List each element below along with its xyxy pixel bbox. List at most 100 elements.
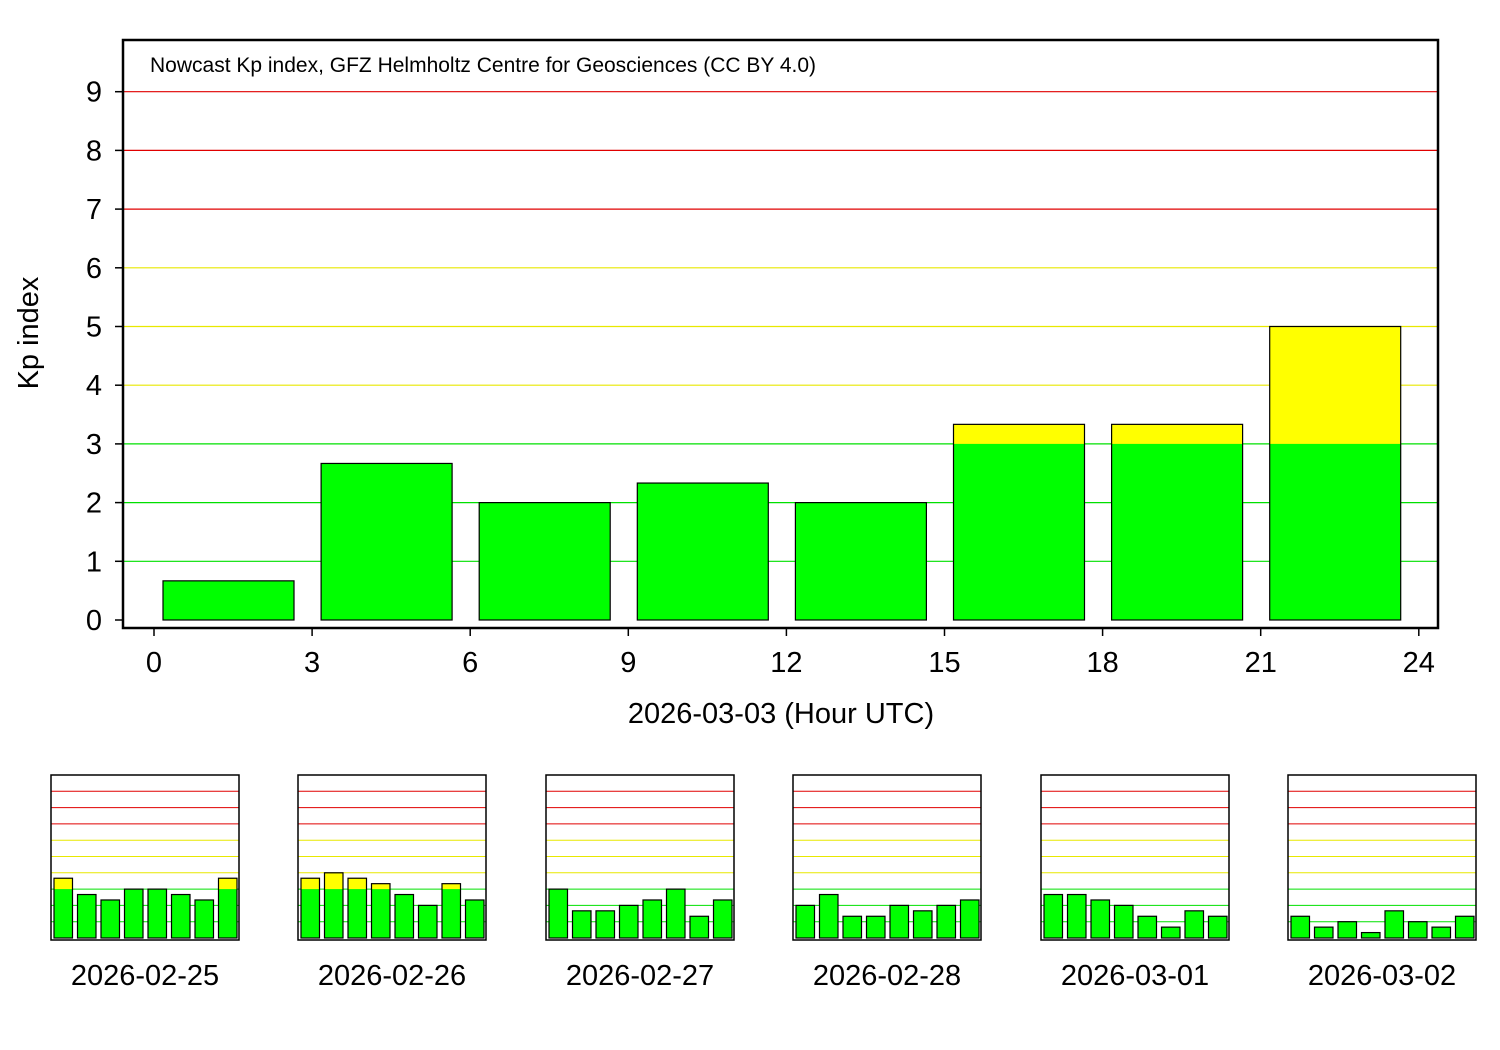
- x-tick-label: 18: [1086, 647, 1118, 679]
- bar-outline: [642, 899, 663, 939]
- bar-quiet-part: [1314, 927, 1333, 938]
- bar-outline: [1454, 915, 1475, 939]
- mini-chart-2026-03-02: 2026-03-02: [1287, 774, 1477, 992]
- bar-outline: [818, 893, 839, 939]
- mini-kp-bar: [194, 899, 215, 939]
- bar-quiet-part: [442, 889, 461, 938]
- bar-outline: [53, 877, 74, 939]
- y-tick-label: 1: [86, 546, 102, 578]
- mini-kp-bar: [665, 888, 686, 939]
- bar-outline: [300, 877, 321, 939]
- x-tick-label: 9: [620, 647, 636, 679]
- kp-bar: [1269, 325, 1402, 621]
- bar-quiet-part: [77, 894, 96, 938]
- mini-kp-bar: [1137, 915, 1158, 939]
- bar-outline: [394, 893, 415, 939]
- bar-outline: [1384, 910, 1405, 939]
- mini-kp-bar: [689, 915, 710, 939]
- bar-quiet-part: [371, 889, 390, 938]
- bar-outline: [1313, 926, 1334, 939]
- y-tick-label: 9: [86, 77, 102, 109]
- bar-outline: [1360, 931, 1381, 939]
- bar-outline: [936, 904, 957, 939]
- mini-plot-frame: [297, 774, 487, 941]
- bar-outline: [370, 883, 391, 939]
- mini-kp-bar: [53, 877, 74, 939]
- kp-bar: [162, 580, 295, 621]
- y-tick-label: 2: [86, 488, 102, 520]
- bar-active-part: [348, 878, 367, 890]
- mini-kp-bar: [170, 893, 191, 939]
- bar-quiet-part: [1291, 916, 1310, 938]
- bar-active-part: [442, 883, 461, 890]
- bar-quiet-part: [937, 905, 956, 938]
- x-tick-label: 3: [304, 647, 320, 679]
- mini-chart-2026-02-25: 2026-02-25: [50, 774, 240, 992]
- bar-outline: [1431, 926, 1452, 939]
- bar-active-part: [54, 878, 73, 890]
- x-tick-label: 12: [770, 647, 802, 679]
- mini-chart-date-label: 2026-02-27: [566, 960, 714, 992]
- bar-outline: [123, 888, 144, 939]
- bar-outline: [100, 899, 121, 939]
- y-tick-label: 7: [86, 194, 102, 226]
- bar-quiet-part: [796, 905, 815, 938]
- mini-kp-bar: [1113, 904, 1134, 939]
- bar-quiet-part: [1361, 932, 1380, 938]
- mini-kp-bar: [464, 899, 485, 939]
- bar-quiet-part: [1185, 910, 1204, 938]
- x-tick-label: 21: [1245, 647, 1277, 679]
- bar-outline: [76, 893, 97, 939]
- bar-outline: [912, 910, 933, 939]
- bar-quiet-part: [953, 443, 1085, 620]
- bar-outline: [636, 482, 769, 621]
- y-tick-label: 5: [86, 312, 102, 344]
- main-y-axis-label: Kp index: [13, 276, 45, 389]
- mini-kp-bar: [889, 904, 910, 939]
- bar-active-part: [1111, 424, 1243, 444]
- kp-bar: [320, 462, 453, 621]
- bar-outline: [1269, 325, 1402, 621]
- bar-outline: [162, 580, 295, 621]
- bar-quiet-part: [1044, 894, 1063, 938]
- bar-outline: [1043, 893, 1064, 939]
- y-tick-label: 3: [86, 429, 102, 461]
- bar-outline: [865, 915, 886, 939]
- mini-kp-bar: [347, 877, 368, 939]
- mini-kp-bar: [417, 904, 438, 939]
- bar-outline: [1110, 423, 1244, 621]
- mini-kp-bar: [1160, 926, 1181, 939]
- mini-kp-bar: [795, 904, 816, 939]
- bar-quiet-part: [637, 483, 769, 620]
- bar-quiet-part: [619, 905, 638, 938]
- bar-quiet-part: [324, 889, 343, 938]
- bar-quiet-part: [843, 916, 862, 938]
- bar-quiet-part: [101, 899, 120, 938]
- bar-quiet-part: [960, 899, 979, 938]
- bar-quiet-part: [1269, 443, 1401, 620]
- bar-outline: [170, 893, 191, 939]
- bar-quiet-part: [1208, 916, 1227, 938]
- bar-quiet-part: [913, 910, 932, 938]
- bar-quiet-part: [348, 889, 367, 938]
- bar-outline: [217, 877, 238, 939]
- bar-outline: [464, 899, 485, 939]
- x-tick-label: 6: [462, 647, 478, 679]
- mini-kp-bar: [1043, 893, 1064, 939]
- bar-outline: [548, 888, 569, 939]
- mini-kp-bar: [1066, 893, 1087, 939]
- bar-outline: [417, 904, 438, 939]
- mini-kp-bar: [1207, 915, 1228, 939]
- bar-quiet-part: [890, 905, 909, 938]
- mini-plot-frame: [1040, 774, 1230, 941]
- mini-chart-date-label: 2026-02-25: [71, 960, 219, 992]
- bar-outline: [1113, 904, 1134, 939]
- y-tick-label: 6: [86, 253, 102, 285]
- bar-quiet-part: [713, 899, 732, 938]
- mini-kp-bar: [123, 888, 144, 939]
- bar-quiet-part: [572, 910, 591, 938]
- mini-kp-bar: [1360, 931, 1381, 939]
- mini-kp-bar: [1454, 915, 1475, 939]
- mini-kp-bar: [912, 910, 933, 939]
